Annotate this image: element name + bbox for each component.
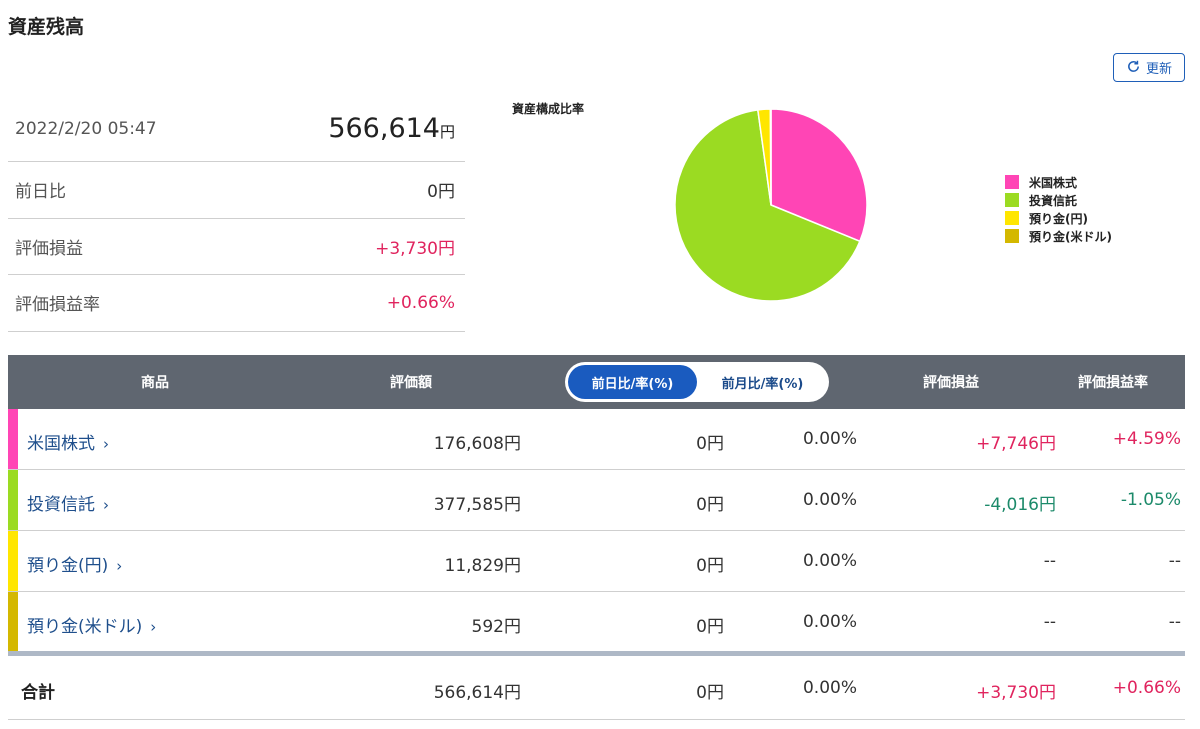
cell-valuation: 377,585円 (433, 495, 521, 515)
table-row: 預り金(米ドル) › 592円 0円 0.00% -- -- (8, 592, 1185, 653)
cell-change-rate: 0.00% (802, 612, 857, 632)
summary-total-value: 566,614 (328, 113, 440, 144)
summary-label: 評価損益 (15, 238, 83, 259)
toggle-month-change[interactable]: 前月比/率(%) (721, 376, 804, 392)
legend-swatch (1005, 229, 1019, 243)
summary-row-pl: 評価損益 +3,730円 (8, 219, 465, 275)
summary-total-row: 2022/2/20 05:47 566,614円 (8, 96, 465, 162)
table-row: 預り金(円) › 11,829円 0円 0.00% -- -- (8, 531, 1185, 592)
summary-row-day-change: 前日比 0円 (8, 162, 465, 219)
cell-change-rate: 0.00% (802, 551, 857, 571)
page-title: 資産残高 (8, 16, 85, 38)
row-color-bar (8, 531, 18, 591)
cell-pl: -- (1043, 551, 1056, 571)
chevron-right-icon: › (150, 618, 157, 636)
header-pl: 評価損益 (923, 375, 979, 391)
pie-slice-3 (769, 108, 772, 206)
cell-change-rate: 0.00% (802, 429, 857, 449)
cell-valuation: 176,608円 (433, 434, 521, 454)
summary-label: 前日比 (15, 182, 66, 203)
header-pl-rate: 評価損益率 (1078, 375, 1148, 391)
period-toggle: 前日比/率(%) 前月比/率(%) (565, 362, 829, 402)
summary-value: +0.66% (386, 292, 455, 313)
summary-row-pl-rate: 評価損益率 +0.66% (8, 275, 465, 332)
legend-swatch (1005, 211, 1019, 225)
pie-slice-0 (770, 108, 868, 243)
legend-item: 米国株式 (1005, 173, 1112, 191)
cell-change: 0円 (696, 434, 724, 454)
cell-pl: -4,016円 (984, 495, 1056, 515)
legend-label: 預り金(円) (1029, 211, 1088, 226)
summary-label: 評価損益率 (15, 295, 100, 316)
product-name: 投資信託 (27, 495, 95, 515)
summary-datetime: 2022/2/20 05:47 (15, 118, 157, 139)
total-change-rate: 0.00% (802, 678, 857, 698)
total-row: 合計 566,614円 0円 0.00% +3,730円 +0.66% (8, 656, 1185, 720)
chevron-right-icon: › (103, 435, 109, 453)
table-header: 商品 評価額 前日比/率(%) 前月比/率(%) 評価損益 評価損益率 (8, 355, 1185, 409)
table-row: 米国株式 › 176,608円 0円 0.00% +7,746円 +4.59% (8, 409, 1185, 470)
cell-change: 0円 (696, 617, 724, 637)
row-color-bar (8, 470, 18, 530)
product-name: 預り金(米ドル) (27, 617, 143, 637)
summary-value: 0円 (427, 182, 455, 203)
toggle-day-change[interactable]: 前日比/率(%) (568, 365, 697, 399)
product-link[interactable]: 米国株式 › (27, 429, 109, 454)
legend-swatch (1005, 193, 1019, 207)
header-valuation: 評価額 (390, 375, 432, 391)
row-color-bar (8, 409, 18, 469)
cell-pl: -- (1043, 612, 1056, 632)
summary-value: +3,730円 (375, 238, 455, 259)
pie-slice-1 (674, 109, 861, 302)
chevron-right-icon: › (103, 496, 109, 514)
cell-valuation: 11,829円 (444, 556, 521, 576)
cell-pl-rate: +4.59% (1112, 429, 1181, 449)
legend-label: 預り金(米ドル) (1029, 229, 1112, 244)
chart-title: 資産構成比率 (512, 102, 585, 116)
summary-total-unit: 円 (439, 123, 455, 141)
cell-pl-rate: -- (1168, 551, 1181, 571)
chart-legend: 米国株式 投資信託 預り金(円) 預り金(米ドル) (1005, 173, 1112, 245)
product-name: 米国株式 (27, 434, 95, 454)
product-name: 預り金(円) (27, 556, 109, 576)
chevron-right-icon: › (116, 557, 123, 575)
refresh-label: 更新 (1145, 61, 1172, 76)
allocation-pie-chart (674, 108, 868, 302)
summary-total: 566,614円 (328, 113, 455, 144)
legend-item: 預り金(米ドル) (1005, 227, 1112, 245)
legend-item: 預り金(円) (1005, 209, 1112, 227)
refresh-icon (1126, 59, 1141, 77)
total-label: 合計 (21, 683, 55, 703)
cell-pl-rate: -- (1168, 612, 1181, 632)
cell-change-rate: 0.00% (802, 490, 857, 510)
cell-pl: +7,746円 (976, 434, 1056, 454)
product-link[interactable]: 投資信託 › (27, 490, 109, 515)
cell-pl-rate: -1.05% (1120, 490, 1181, 510)
total-valuation: 566,614円 (433, 683, 521, 703)
product-link[interactable]: 預り金(米ドル) › (27, 612, 156, 637)
cell-valuation: 592円 (471, 617, 521, 637)
total-divider (8, 651, 1185, 656)
legend-label: 米国株式 (1029, 175, 1078, 190)
total-pl-rate: +0.66% (1112, 678, 1181, 698)
legend-item: 投資信託 (1005, 191, 1112, 209)
row-color-bar (8, 592, 18, 652)
refresh-button[interactable]: 更新 (1113, 53, 1185, 82)
header-product: 商品 (141, 375, 169, 391)
total-change: 0円 (696, 683, 724, 703)
legend-swatch (1005, 175, 1019, 189)
total-pl: +3,730円 (976, 683, 1056, 703)
product-link[interactable]: 預り金(円) › (27, 551, 122, 576)
cell-change: 0円 (696, 556, 724, 576)
summary-panel: 2022/2/20 05:47 566,614円 前日比 0円 評価損益 +3,… (8, 96, 465, 332)
table-row: 投資信託 › 377,585円 0円 0.00% -4,016円 -1.05% (8, 470, 1185, 531)
legend-label: 投資信託 (1029, 193, 1078, 208)
cell-change: 0円 (696, 495, 724, 515)
